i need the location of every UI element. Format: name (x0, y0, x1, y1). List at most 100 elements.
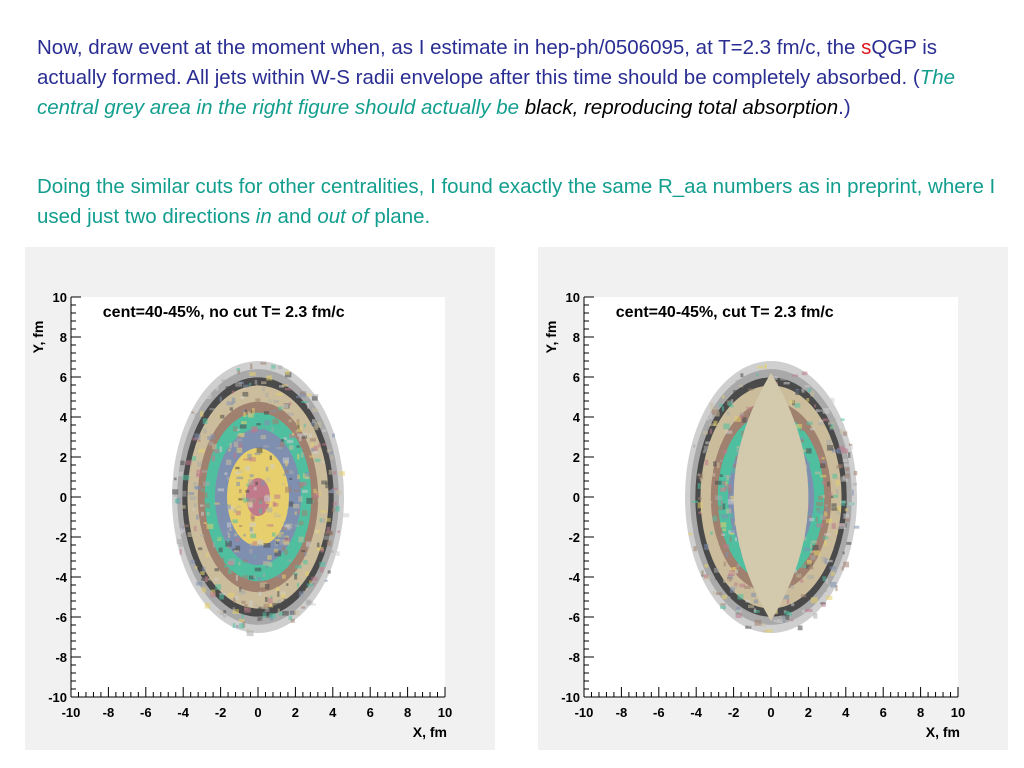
density-speckle (845, 517, 850, 523)
density-speckle (730, 444, 736, 448)
density-speckle (268, 496, 272, 502)
density-speckle (294, 573, 298, 580)
density-speckle (807, 388, 812, 393)
density-speckle (835, 489, 839, 494)
density-speckle (254, 567, 262, 572)
x-tick-label: -10 (62, 705, 81, 720)
density-speckle (808, 566, 814, 570)
density-speckle (277, 608, 280, 613)
density-speckle (243, 497, 249, 503)
density-speckle (312, 394, 319, 398)
density-speckle (284, 469, 289, 474)
y-tick-label: -6 (568, 610, 580, 625)
density-speckle (241, 421, 247, 425)
density-speckle (800, 564, 808, 569)
density-speckle (219, 592, 226, 595)
density-speckle (822, 460, 826, 465)
density-speckle (247, 453, 252, 460)
density-speckle (189, 496, 197, 501)
density-speckle (286, 583, 289, 586)
density-speckle (313, 488, 317, 494)
density-speckle (187, 532, 195, 538)
density-speckle (312, 451, 319, 454)
density-speckle (713, 420, 718, 426)
density-speckle (280, 591, 286, 595)
density-speckle (723, 449, 728, 454)
density-speckle (263, 561, 270, 566)
density-speckle (842, 551, 845, 555)
density-speckle (792, 374, 799, 377)
density-speckle (207, 603, 211, 609)
density-speckle (244, 608, 251, 613)
density-speckle (291, 432, 295, 436)
p2-end: plane. (368, 205, 431, 228)
density-speckle (233, 508, 237, 513)
density-speckle (311, 576, 318, 581)
density-speckle (289, 433, 296, 439)
density-speckle (207, 436, 212, 441)
density-speckle (266, 603, 274, 608)
density-speckle (810, 550, 815, 553)
density-plot-cut: -10 -8 -6 -4 -2 0 2 4 6 8 10 -10 -8 -6 -4 -2 0 2 4 6 8 10 cent… (538, 247, 1008, 755)
x-tick-label: -6 (140, 705, 152, 720)
density-speckle (276, 422, 279, 429)
density-speckle (838, 445, 845, 450)
density-speckle (709, 423, 716, 427)
density-speckle (304, 472, 310, 477)
density-speckle (258, 591, 262, 597)
density-speckle (228, 592, 235, 598)
density-speckle (282, 546, 286, 551)
density-speckle (232, 519, 238, 524)
density-speckle (831, 523, 836, 529)
density-speckle (818, 495, 823, 501)
density-speckle (252, 541, 258, 546)
x-tick-label: -10 (575, 705, 594, 720)
p1-italic-black: black, reproducing total absorption (519, 96, 839, 119)
density-speckle (204, 602, 209, 609)
density-speckle (276, 386, 282, 389)
density-speckle (828, 397, 835, 403)
density-speckle (698, 511, 702, 514)
density-speckle (179, 542, 184, 547)
density-speckle (835, 585, 838, 592)
density-speckle (275, 586, 280, 592)
density-speckle (810, 427, 815, 431)
density-speckle (203, 428, 207, 434)
density-speckle (760, 375, 767, 378)
density-speckle (830, 572, 835, 576)
density-speckle (704, 459, 709, 466)
density-speckle (273, 502, 279, 507)
density-speckle (203, 503, 210, 509)
density-speckle (734, 569, 739, 574)
density-speckle (724, 596, 731, 600)
density-speckle (826, 444, 834, 451)
density-speckle (264, 607, 270, 612)
density-speckle (721, 594, 728, 600)
density-speckle (238, 443, 243, 449)
y-tick-label: -2 (568, 530, 580, 545)
density-speckle (322, 460, 325, 464)
density-speckle (343, 513, 350, 518)
density-speckle (233, 441, 239, 448)
density-plot-no-cut-svg: -10 -8 -6 -4 -2 0 2 4 6 8 10 -10 -8 -6 -4 -2 0 2 4 6 8 10 cent… (25, 247, 495, 750)
density-speckle (824, 533, 831, 536)
density-speckle (179, 548, 182, 555)
density-speckle (836, 480, 840, 486)
x-tick-label: -2 (728, 705, 740, 720)
x-axis-label: X, fm (413, 724, 447, 740)
density-speckle (714, 510, 719, 516)
density-speckle (235, 575, 239, 581)
density-speckle (721, 533, 726, 536)
density-speckle (708, 562, 713, 566)
density-speckle (229, 528, 233, 531)
density-speckle (713, 435, 717, 442)
density-speckle (249, 522, 257, 527)
density-speckle (821, 480, 826, 485)
density-speckle (727, 401, 733, 407)
density-speckle (255, 384, 259, 388)
density-speckle (260, 480, 265, 486)
density-speckle (820, 474, 827, 478)
density-speckle (842, 458, 848, 463)
density-speckle (309, 433, 312, 438)
density-speckle (220, 612, 225, 616)
